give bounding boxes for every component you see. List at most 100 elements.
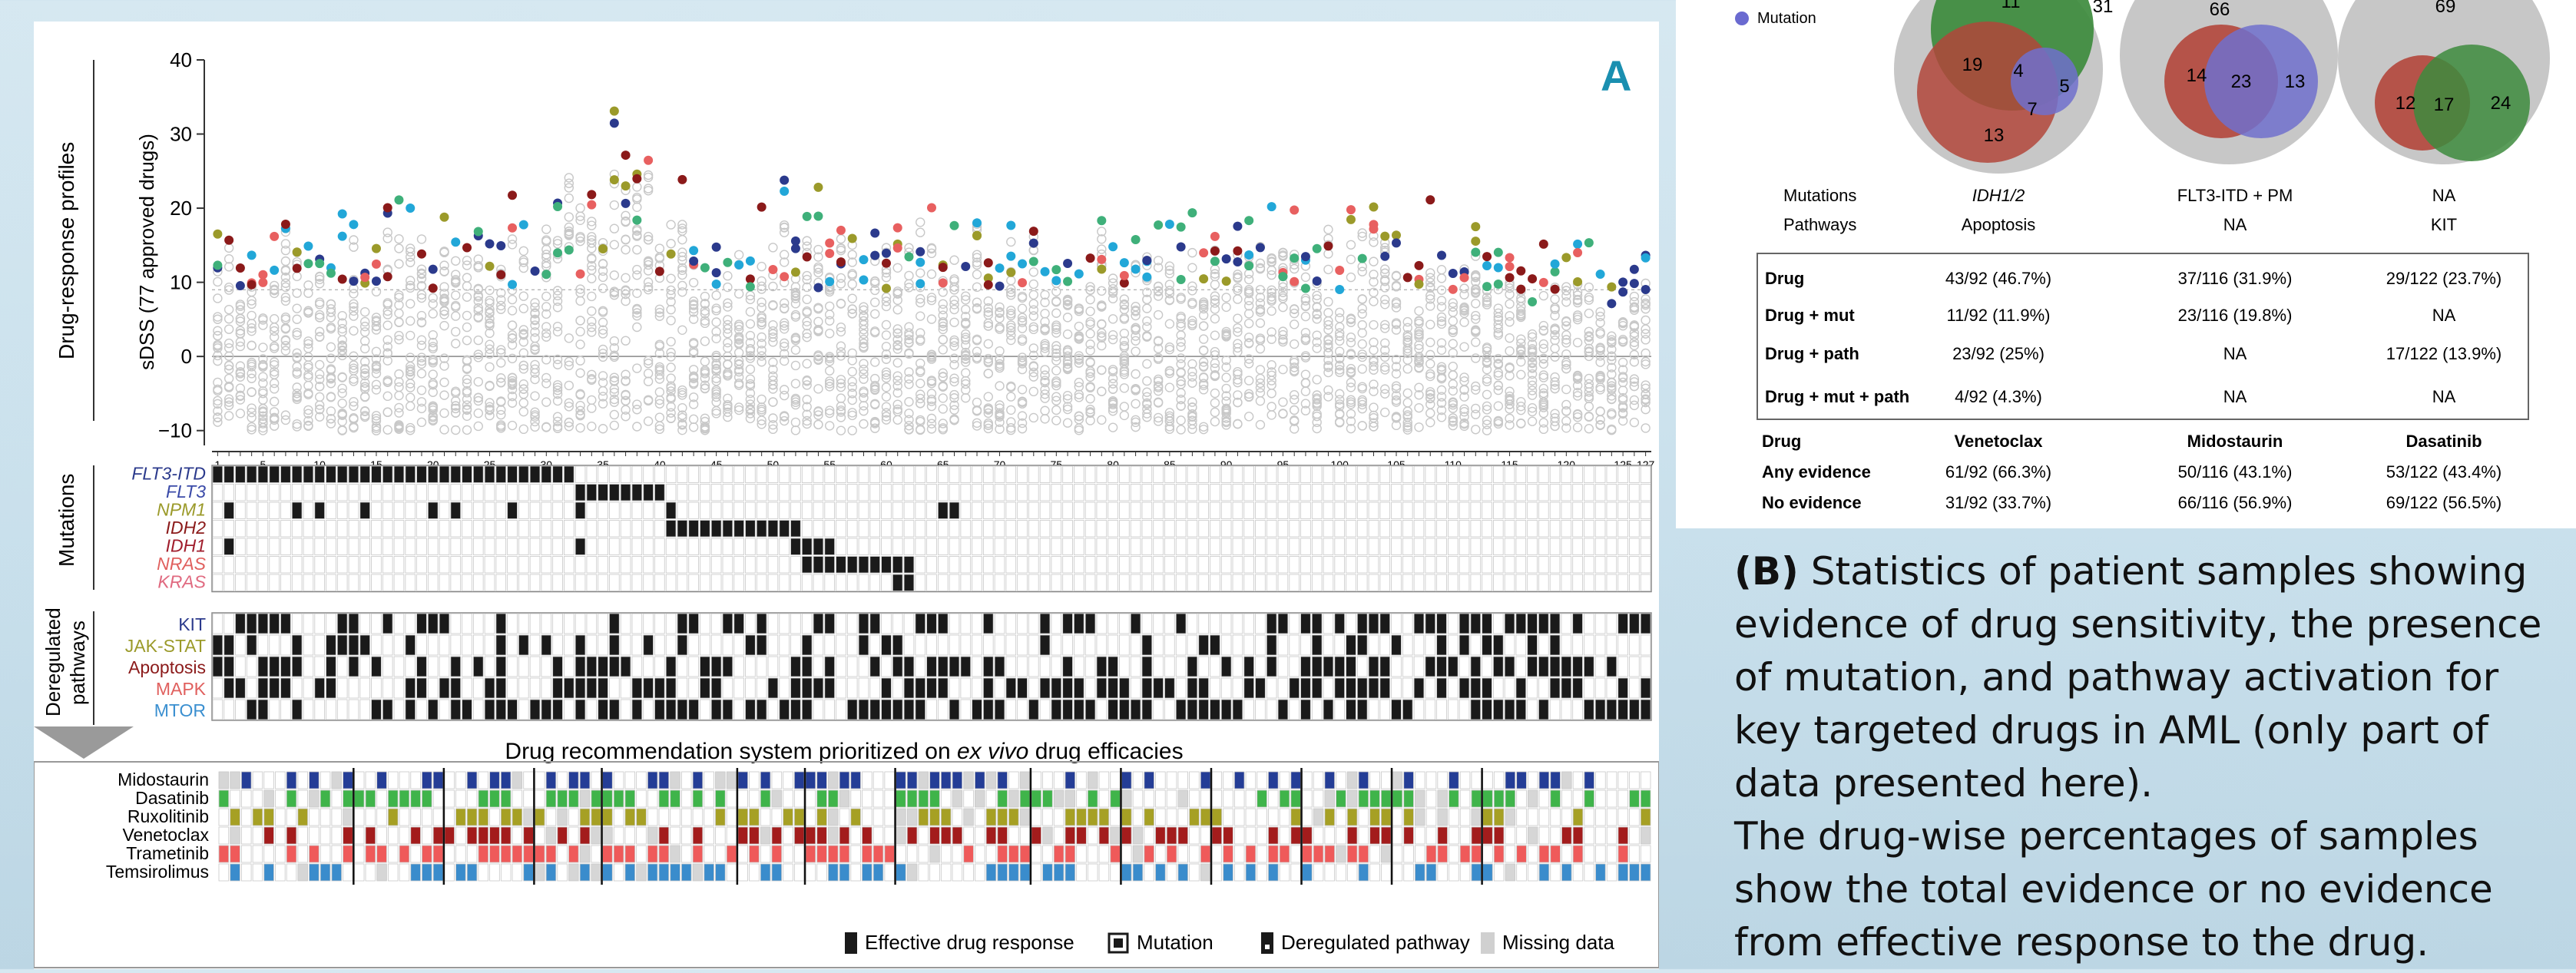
data-point [1164,366,1175,376]
data-point [564,422,574,432]
data-point [972,418,982,429]
highlight-point [609,106,619,116]
data-point [916,217,925,227]
data-point [972,270,982,280]
data-point [349,396,359,407]
data-point [1006,310,1016,321]
matrix-cell [280,613,291,634]
data-point [530,368,540,378]
data-point [1369,270,1379,280]
data-point [621,336,631,346]
matrix-cell [529,484,541,501]
row-label: NRAS [157,554,207,574]
matrix-cell [416,656,427,677]
data-point [688,392,699,402]
data-point [723,359,733,369]
matrix-cell [710,538,722,555]
data-point [587,322,597,333]
highlight-point [349,220,359,230]
row-label: FLT3-ITD [131,464,206,484]
data-point [1357,404,1367,414]
data-point [1051,322,1061,333]
data-point [926,295,937,306]
data-point [292,419,302,429]
drug-cell [410,789,421,808]
matrix-cell [722,574,733,591]
matrix-cell [1629,538,1640,555]
data-point [507,240,518,250]
data-point [1210,350,1220,360]
data-point [575,339,585,349]
data-point [1323,319,1333,330]
drug-cell [230,771,240,789]
data-point [314,279,325,289]
data-point [382,391,392,402]
matrix-cell [574,501,586,519]
data-point [349,401,359,411]
matrix-cell [733,520,744,538]
matrix-cell [235,501,246,519]
data-point [269,326,280,336]
highlight-point [1210,231,1220,241]
data-point [688,348,699,359]
drug-cell [771,789,783,808]
highlight-point [575,269,585,279]
data-point [666,382,676,393]
matrix-cell [235,699,246,720]
data-point [1538,390,1549,401]
data-point [961,368,971,378]
drug-cell [1380,771,1392,789]
matrix-cell [1356,699,1368,720]
data-point [666,373,676,383]
matrix-cell [257,484,269,501]
data-point [292,362,302,372]
data-point [859,311,869,322]
data-point [1312,398,1322,408]
data-point [1040,377,1050,388]
data-point [1391,413,1402,423]
matrix-cell [291,501,303,519]
data-point [881,267,892,278]
highlight-point [881,283,891,293]
drug-cell [557,789,568,808]
matrix-cell [1277,501,1289,519]
data-point [1051,415,1061,425]
matrix-cell [1413,613,1425,634]
data-point [1006,287,1016,298]
data-point [972,297,982,307]
data-point [666,386,676,396]
matrix-cell [1164,501,1175,519]
matrix-cell [1255,656,1266,677]
data-point [1493,381,1503,391]
data-point [485,285,495,296]
data-point [314,313,325,323]
matrix-cell [1402,677,1413,699]
data-point [1369,410,1379,421]
matrix-cell [1198,538,1209,555]
matrix-cell [371,520,382,538]
matrix-cell [892,656,903,677]
matrix-cell [1356,656,1368,677]
drug-cell [1008,771,1019,789]
drug-cell [602,808,613,826]
highlight-point [1290,205,1300,215]
matrix-cell [915,484,926,501]
drug-cell [1346,808,1358,826]
highlight-point [790,236,800,246]
matrix-cell [1266,465,1277,483]
drug-cell [523,789,534,808]
data-point [1221,355,1231,366]
matrix-cell [1084,501,1096,519]
data-point [1153,256,1164,266]
matrix-cell [1119,613,1130,634]
matrix-cell [869,484,880,501]
matrix-cell [246,699,257,720]
data-point [949,400,959,410]
data-point [1300,335,1311,345]
drug-cell [816,789,827,808]
drug-cell [500,771,512,789]
matrix-cell [518,520,529,538]
data-point [1051,352,1061,362]
drug-cell [557,771,568,789]
data-point [1051,356,1061,366]
